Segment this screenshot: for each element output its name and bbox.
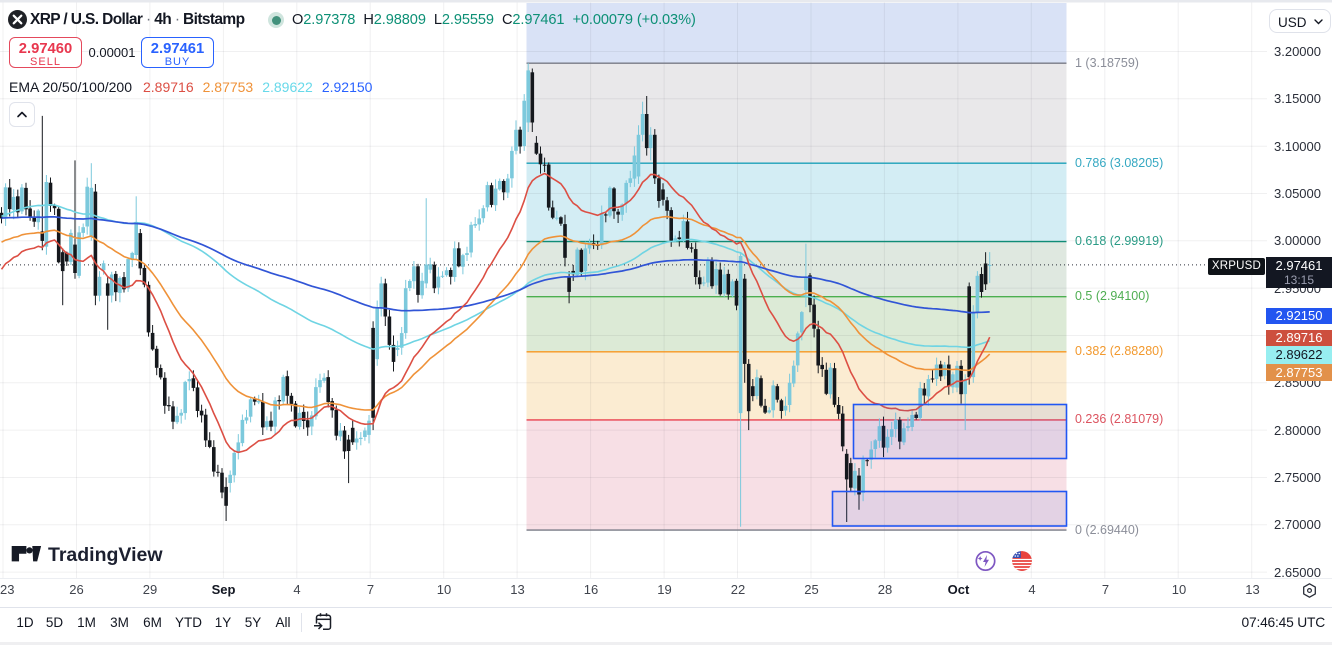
- svg-text:TradingView: TradingView: [48, 544, 163, 566]
